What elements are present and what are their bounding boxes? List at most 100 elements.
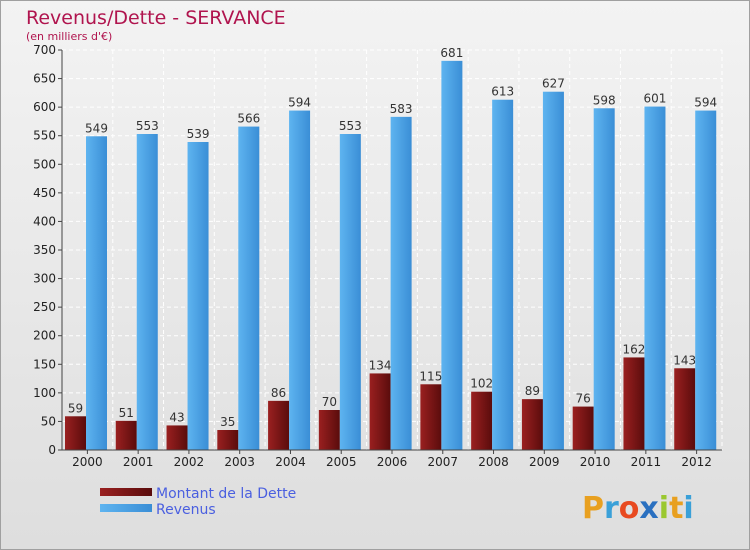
logo-text: Proxiti [582, 491, 694, 526]
bar-revenus [86, 136, 107, 451]
logo-letter: t [669, 491, 683, 526]
value-label-debt: 102 [470, 377, 493, 391]
x-tick-label: 2008 [478, 455, 509, 469]
bar-revenus [593, 108, 615, 451]
value-label-debt: 89 [525, 384, 540, 398]
y-tick-label: 250 [33, 300, 56, 314]
logo-letter: i [659, 491, 669, 526]
legend-swatch-debt [100, 488, 152, 496]
value-label-debt: 162 [623, 342, 646, 356]
bar-revenus [238, 126, 260, 451]
x-tick-label: 2011 [631, 455, 662, 469]
chart-subtitle: (en milliers d'€) [26, 30, 112, 43]
x-tick-label: 2007 [427, 455, 458, 469]
y-tick-label: 500 [33, 157, 56, 171]
axes: 0 50 100 150 200 250 300 350 400 450 500 550 600 650 7… [33, 43, 722, 469]
y-tick-label: 350 [33, 243, 56, 257]
value-label-revenus: 553 [339, 119, 362, 133]
legend-label-revenus: Revenus [156, 502, 216, 518]
bar-debt [471, 391, 493, 450]
proxiti-logo: Proxiti [582, 491, 694, 526]
logo-letter: o [619, 491, 640, 526]
y-tick-label: 600 [33, 100, 56, 114]
bar-revenus [136, 134, 158, 450]
x-tick-label: 2003 [224, 455, 255, 469]
value-label-revenus: 601 [644, 92, 667, 106]
y-tick-label: 150 [33, 357, 56, 371]
y-tick-label: 400 [33, 214, 56, 228]
value-label-debt: 70 [322, 395, 337, 409]
bar-revenus [441, 60, 463, 450]
value-label-revenus: 553 [136, 119, 159, 133]
logo-letter: r [604, 491, 619, 526]
x-tick-label: 2001 [123, 455, 154, 469]
value-label-debt: 115 [419, 369, 442, 383]
value-label-debt: 86 [271, 386, 286, 400]
bar-revenus [644, 106, 666, 451]
bar-debt [674, 368, 696, 450]
legend-swatch-revenus [100, 504, 152, 512]
value-label-debt: 134 [369, 358, 392, 372]
x-tick-label: 2004 [275, 455, 306, 469]
bar-revenus [289, 110, 311, 451]
bar-debt [521, 399, 543, 450]
value-label-revenus: 681 [440, 46, 463, 60]
chart-title: Revenus/Dette - SERVANCE [26, 7, 286, 29]
y-tick-label: 0 [48, 443, 56, 457]
x-tick-label: 2009 [529, 455, 560, 469]
logo-letter: x [639, 491, 658, 526]
bar-debt [268, 400, 290, 450]
bar-revenus [542, 91, 564, 450]
bar-debt [369, 373, 391, 450]
x-tick-label: 2010 [580, 455, 611, 469]
y-tick-label: 200 [33, 329, 56, 343]
value-label-revenus: 566 [237, 112, 260, 126]
y-tick-label: 300 [33, 272, 56, 286]
x-tick-label: 2012 [681, 455, 712, 469]
bar-debt [623, 357, 645, 450]
legend-label-debt: Montant de la Dette [156, 486, 296, 502]
value-label-revenus: 583 [390, 102, 413, 116]
bars: 59 549 51 553 43 539 35 566 86 594 70 553 134 583 115 6… [65, 46, 717, 451]
value-label-revenus: 598 [593, 93, 616, 107]
bar-debt [217, 430, 239, 450]
y-tick-label: 450 [33, 186, 56, 200]
value-label-revenus: 539 [187, 127, 210, 141]
bar-debt [572, 406, 594, 450]
bar-debt [166, 425, 188, 450]
bar-revenus [339, 134, 361, 450]
legend: Montant de la Dette Revenus [100, 486, 296, 518]
bar-debt [65, 416, 86, 450]
value-label-revenus: 594 [288, 96, 311, 110]
y-tick-label: 100 [33, 386, 56, 400]
value-label-debt: 43 [169, 410, 184, 424]
bar-debt [420, 384, 442, 450]
bar-debt [115, 420, 137, 450]
x-tick-label: 2005 [326, 455, 357, 469]
y-tick-label: 50 [41, 414, 56, 428]
bar-revenus [390, 116, 412, 450]
bar-revenus [492, 99, 514, 450]
y-tick-label: 650 [33, 72, 56, 86]
value-label-debt: 35 [220, 415, 235, 429]
logo-letter: i [683, 491, 693, 526]
x-tick-label: 2006 [377, 455, 408, 469]
value-label-revenus: 549 [85, 121, 108, 135]
value-label-debt: 59 [68, 401, 83, 415]
value-label-revenus: 594 [694, 96, 717, 110]
value-label-debt: 143 [673, 353, 696, 367]
x-tick-label: 2002 [174, 455, 205, 469]
y-tick-label: 550 [33, 129, 56, 143]
value-label-debt: 76 [576, 392, 591, 406]
value-label-debt: 51 [119, 406, 134, 420]
y-tick-label: 700 [33, 43, 56, 57]
x-tick-label: 2000 [72, 455, 103, 469]
bar-revenus [695, 110, 717, 451]
logo-letter: P [582, 491, 604, 526]
bar-debt [318, 410, 340, 450]
value-label-revenus: 613 [491, 85, 514, 99]
bar-revenus [187, 142, 209, 450]
value-label-revenus: 627 [542, 77, 565, 91]
